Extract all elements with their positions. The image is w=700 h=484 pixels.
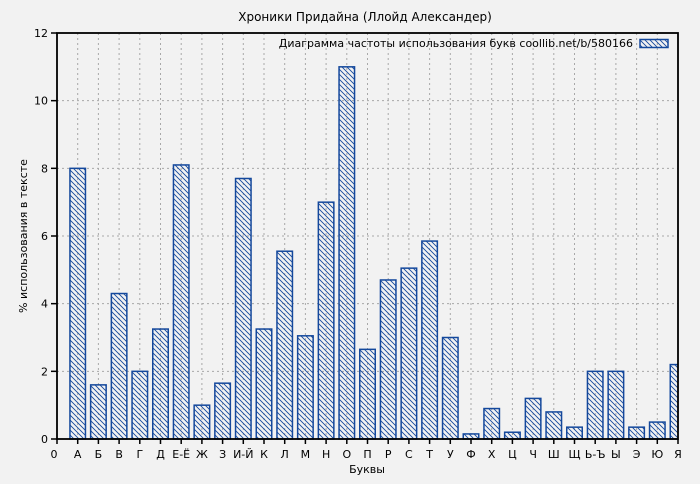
bar-Г	[131, 370, 149, 440]
bar-Б	[89, 384, 107, 440]
bar-Ч	[524, 397, 542, 440]
x-tick-label: С	[405, 448, 413, 461]
y-tick-label: 0	[41, 433, 48, 446]
x-tick-label: М	[301, 448, 311, 461]
x-tick-label: И-Й	[233, 448, 253, 461]
y-tick-label: 8	[41, 162, 48, 175]
x-tick-label: Г	[136, 448, 143, 461]
x-tick-label: Я	[674, 448, 682, 461]
bar-Ю	[648, 421, 666, 440]
bar-Ж	[193, 404, 211, 440]
y-tick-label: 10	[34, 95, 48, 108]
chart-title: Хроники Придайна (Ллойд Александер)	[238, 10, 492, 24]
bar-Р	[379, 279, 397, 440]
bar-С	[400, 267, 418, 440]
plot-border	[56, 32, 679, 440]
bar-Д	[152, 328, 169, 440]
bar-Ш	[545, 411, 563, 440]
bars-group	[69, 66, 678, 440]
x-tick-label: Н	[322, 448, 330, 461]
bar-П	[359, 348, 376, 440]
x-tick-label: Ц	[508, 448, 517, 461]
x-tick-label: Ш	[548, 448, 560, 461]
y-tick-label: 6	[41, 230, 48, 243]
bar-Щ	[566, 426, 583, 440]
x-tick-label-origin: 0	[51, 448, 58, 461]
x-tick-label: П	[363, 448, 371, 461]
bar-А	[69, 167, 87, 440]
bar-Ь-Ъ	[586, 370, 604, 440]
x-tick-label: В	[115, 448, 123, 461]
bar-О	[338, 66, 356, 440]
x-tick-label: Ю	[651, 448, 663, 461]
bar-К	[255, 328, 273, 440]
bar-В	[110, 292, 128, 440]
plot-area: 0 А Б В Г Д Е-Ё Ж З И-Й К Л М Н О П Р С Т У Ф Х Ц Ч Ш Щ Ь-Ъ Ы Э Ю Я 0 2 4…	[34, 27, 682, 461]
bar-Э	[628, 426, 646, 440]
x-tick-label: З	[219, 448, 226, 461]
bar-Л	[276, 250, 294, 440]
bar-Х	[483, 407, 501, 440]
bar-З	[214, 382, 232, 440]
y-tick-label: 12	[34, 27, 48, 40]
x-tick-label: А	[74, 448, 82, 461]
x-tick-label: Т	[425, 448, 433, 461]
x-tick-label: Э	[633, 448, 641, 461]
bar-Н	[317, 201, 335, 440]
bar-Т	[421, 240, 439, 440]
bar-Я	[669, 363, 678, 440]
bar-Ы	[607, 370, 625, 440]
x-tick-label: Ч	[529, 448, 537, 461]
x-tick-label: Ь-Ъ	[585, 448, 606, 461]
x-tick-label: У	[447, 448, 454, 461]
x-tick-label: Х	[488, 448, 496, 461]
bar-И-Й	[234, 177, 252, 440]
bar-Ц	[503, 431, 521, 440]
x-tick-label: К	[260, 448, 268, 461]
x-tick-label: Р	[385, 448, 392, 461]
bar-Е-Ё	[172, 164, 190, 440]
x-tick-label: Б	[95, 448, 103, 461]
x-tick-label: Ы	[611, 448, 621, 461]
x-tick-label: Щ	[568, 448, 580, 461]
y-axis-title: % использования в тексте	[17, 159, 30, 313]
legend-label: Диаграмма частоты использования букв coo…	[279, 37, 633, 50]
legend-swatch-icon	[639, 38, 669, 49]
bar-М	[296, 335, 314, 440]
x-tick-label: Е-Ё	[172, 448, 190, 461]
x-tick-label: Ф	[466, 448, 475, 461]
x-axis-title: Буквы	[349, 463, 385, 476]
y-tick-label: 4	[41, 298, 48, 311]
x-tick-label: Л	[281, 448, 289, 461]
y-tick-label: 2	[41, 365, 48, 378]
bar-У	[441, 336, 459, 440]
x-tick-label: Д	[156, 448, 165, 461]
x-tick-label: О	[342, 448, 351, 461]
x-tick-label: Ж	[196, 448, 208, 461]
